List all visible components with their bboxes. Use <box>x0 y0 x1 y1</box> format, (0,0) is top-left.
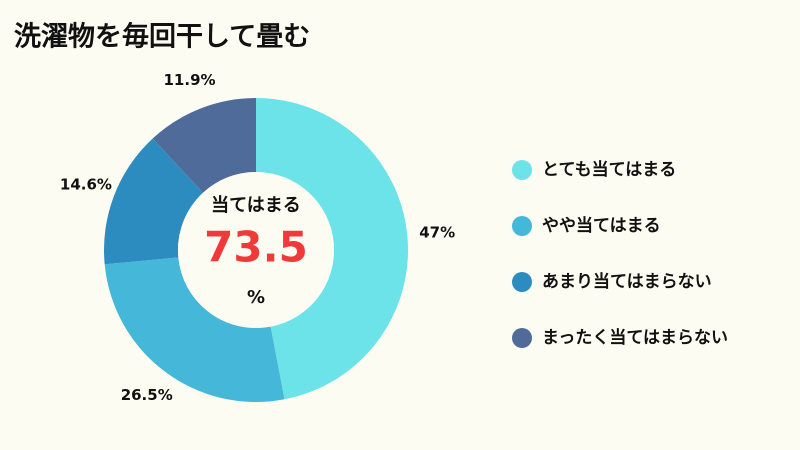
donut-slice <box>104 257 285 402</box>
legend-marker <box>512 160 532 180</box>
data-label: 47% <box>419 223 455 241</box>
data-label: 14.6% <box>60 176 112 194</box>
donut-slice <box>152 98 256 193</box>
center-value: 73.5 <box>204 223 308 272</box>
legend-marker <box>512 216 532 236</box>
donut-hole <box>178 172 334 328</box>
center-label: 当てはまる <box>211 194 301 216</box>
donut-slice <box>256 98 408 400</box>
legend-label: あまり当てはまらない <box>542 271 712 292</box>
center-unit: % <box>247 287 265 308</box>
legend-label: やや当てはまる <box>542 215 661 236</box>
data-label: 26.5% <box>121 386 173 404</box>
donut-slice <box>104 138 203 265</box>
legend-label: とても当てはまる <box>542 159 676 180</box>
legend-label: まったく当てはまらない <box>542 327 728 348</box>
data-label: 11.9% <box>164 71 216 89</box>
legend-marker <box>512 328 532 348</box>
chart-title: 洗濯物を毎回干して畳む <box>14 22 310 53</box>
legend-marker <box>512 272 532 292</box>
